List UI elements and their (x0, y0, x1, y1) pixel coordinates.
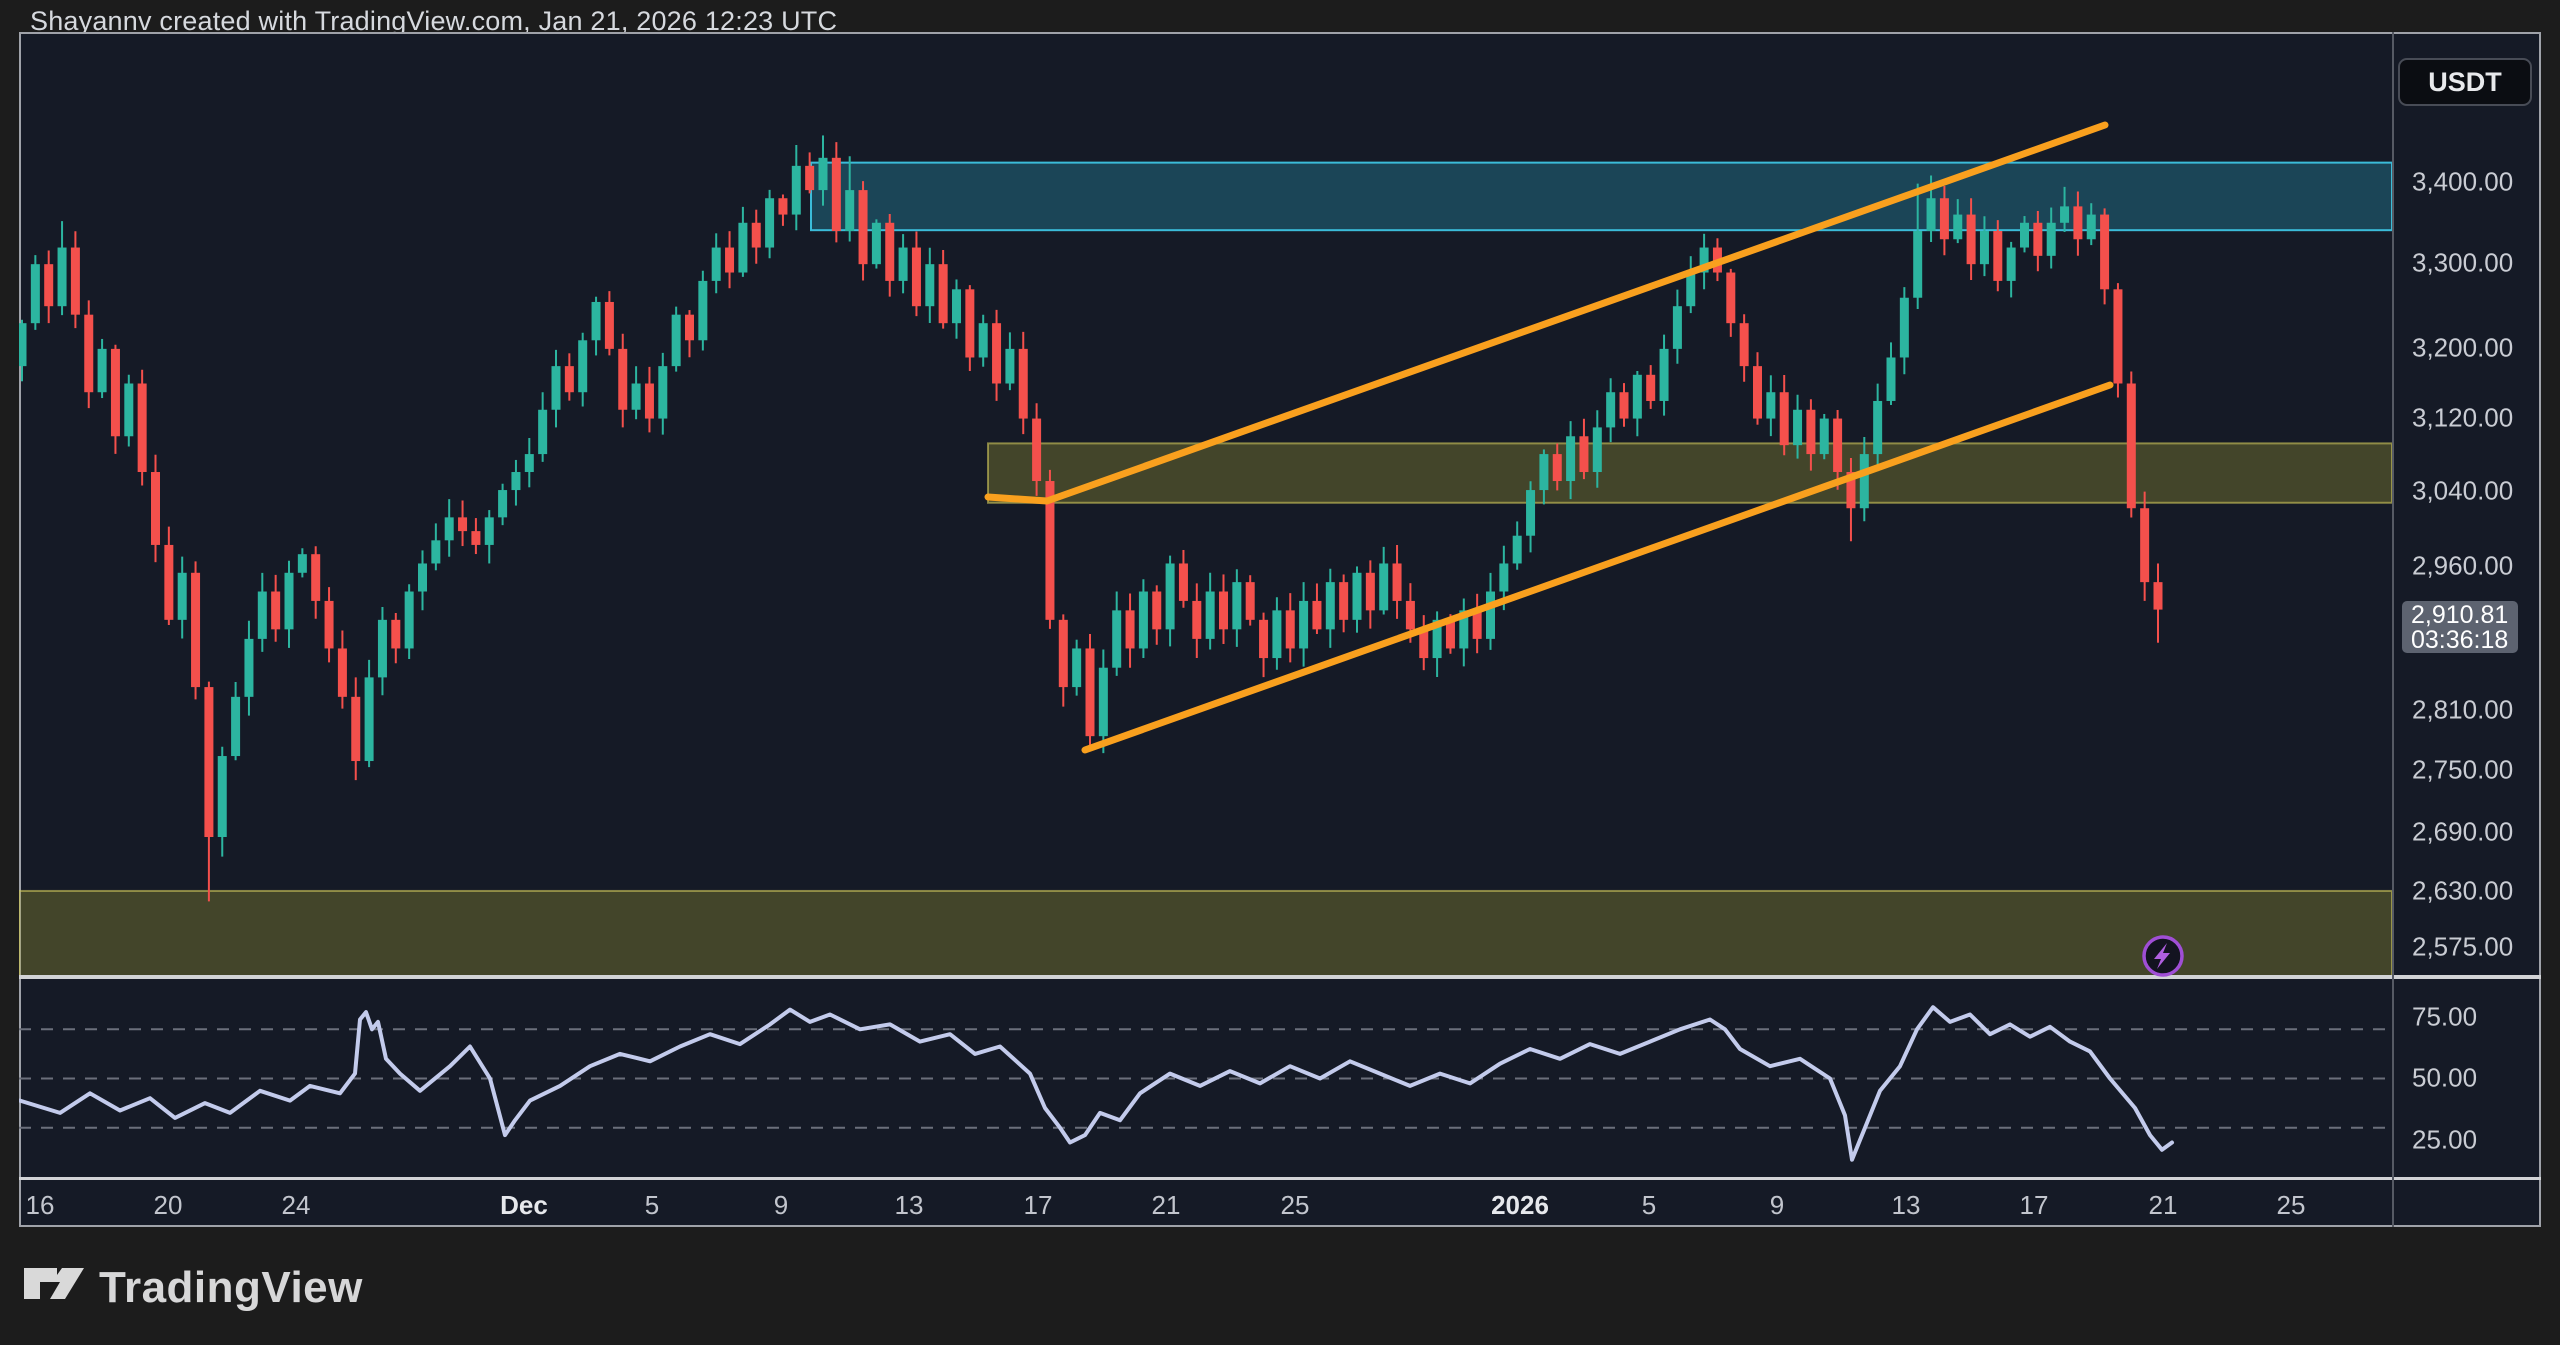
time-axis-label: 16 (25, 1190, 55, 1220)
time-axis-label: 24 (281, 1190, 311, 1220)
quote-currency-chip[interactable]: USDT (2398, 58, 2532, 106)
time-axis-label: 5 (1641, 1190, 1657, 1220)
time-axis-label: 2026 (1491, 1190, 1549, 1220)
price-axis-label: 3,040.00 (2412, 475, 2514, 506)
time-axis-label: 13 (894, 1190, 924, 1220)
price-axis-label: 3,120.00 (2412, 402, 2514, 433)
price-axis-label: 2,690.00 (2412, 816, 2514, 847)
trendlines-layer[interactable] (984, 121, 2114, 754)
price-axis-label: 2,810.00 (2412, 694, 2514, 725)
price-axis-label: 2,575.00 (2412, 931, 2514, 962)
tradingview-logo[interactable]: TradingView (23, 1263, 363, 1313)
time-axis-label: 21 (1151, 1190, 1181, 1220)
lightning-icon (2154, 943, 2170, 969)
price-axis-label: 2,630.00 (2412, 875, 2514, 906)
attribution-text: Shayannv created with TradingView.com, J… (30, 6, 838, 36)
time-axis-label: 9 (773, 1190, 789, 1220)
time-axis-label: 21 (2148, 1190, 2178, 1220)
time-axis-label: 9 (1769, 1190, 1785, 1220)
channel-bottom[interactable] (1081, 381, 2114, 754)
last-price-badge: 2,910.81 03:36:18 (2402, 601, 2518, 653)
time-axis-label: 17 (1023, 1190, 1053, 1220)
mid-support-zone[interactable] (987, 442, 2392, 504)
time-axis-label: 13 (1891, 1190, 1921, 1220)
pane-separator-main-rsi[interactable] (19, 975, 2541, 979)
time-axis-label: 5 (644, 1190, 660, 1220)
price-zones-layer (19, 161, 2392, 977)
price-axis-label: 3,300.00 (2412, 247, 2514, 278)
time-axis-label: 25 (1280, 1190, 1310, 1220)
price-axis-label: 2,960.00 (2412, 550, 2514, 581)
price-axis-border (2392, 32, 2394, 1227)
tradingview-wordmark: TradingView (99, 1263, 363, 1312)
tradingview-logo-icon (24, 1268, 84, 1299)
resistance-zone[interactable] (810, 161, 2392, 232)
rsi-axis-label: 75.00 (2412, 1001, 2478, 1032)
pane-separator-rsi-time[interactable] (19, 1177, 2541, 1180)
price-axis-label: 3,400.00 (2412, 166, 2514, 197)
price-axis-label: 3,200.00 (2412, 332, 2514, 363)
bar-countdown: 03:36:18 (2411, 626, 2509, 654)
rsi-line-layer (19, 1005, 2174, 1162)
time-axis-label: 25 (2276, 1190, 2306, 1220)
lower-support-zone[interactable] (19, 889, 2392, 977)
time-axis-label: 20 (153, 1190, 183, 1220)
rsi-guides-layer (19, 1028, 2392, 1129)
quote-currency-label: USDT (2428, 66, 2502, 97)
rsi-line (19, 1005, 2174, 1162)
last-price-value: 2,910.81 (2411, 601, 2509, 629)
idea-marker[interactable] (2141, 934, 2185, 978)
channel-top[interactable] (984, 121, 2109, 505)
rsi-axis-label: 50.00 (2412, 1062, 2478, 1093)
candlesticks-layer (19, 135, 2163, 902)
time-axis-label: 17 (2019, 1190, 2049, 1220)
price-axis-label: 2,750.00 (2412, 754, 2514, 785)
time-axis-label: Dec (500, 1190, 548, 1220)
rsi-axis-label: 25.00 (2412, 1124, 2478, 1155)
